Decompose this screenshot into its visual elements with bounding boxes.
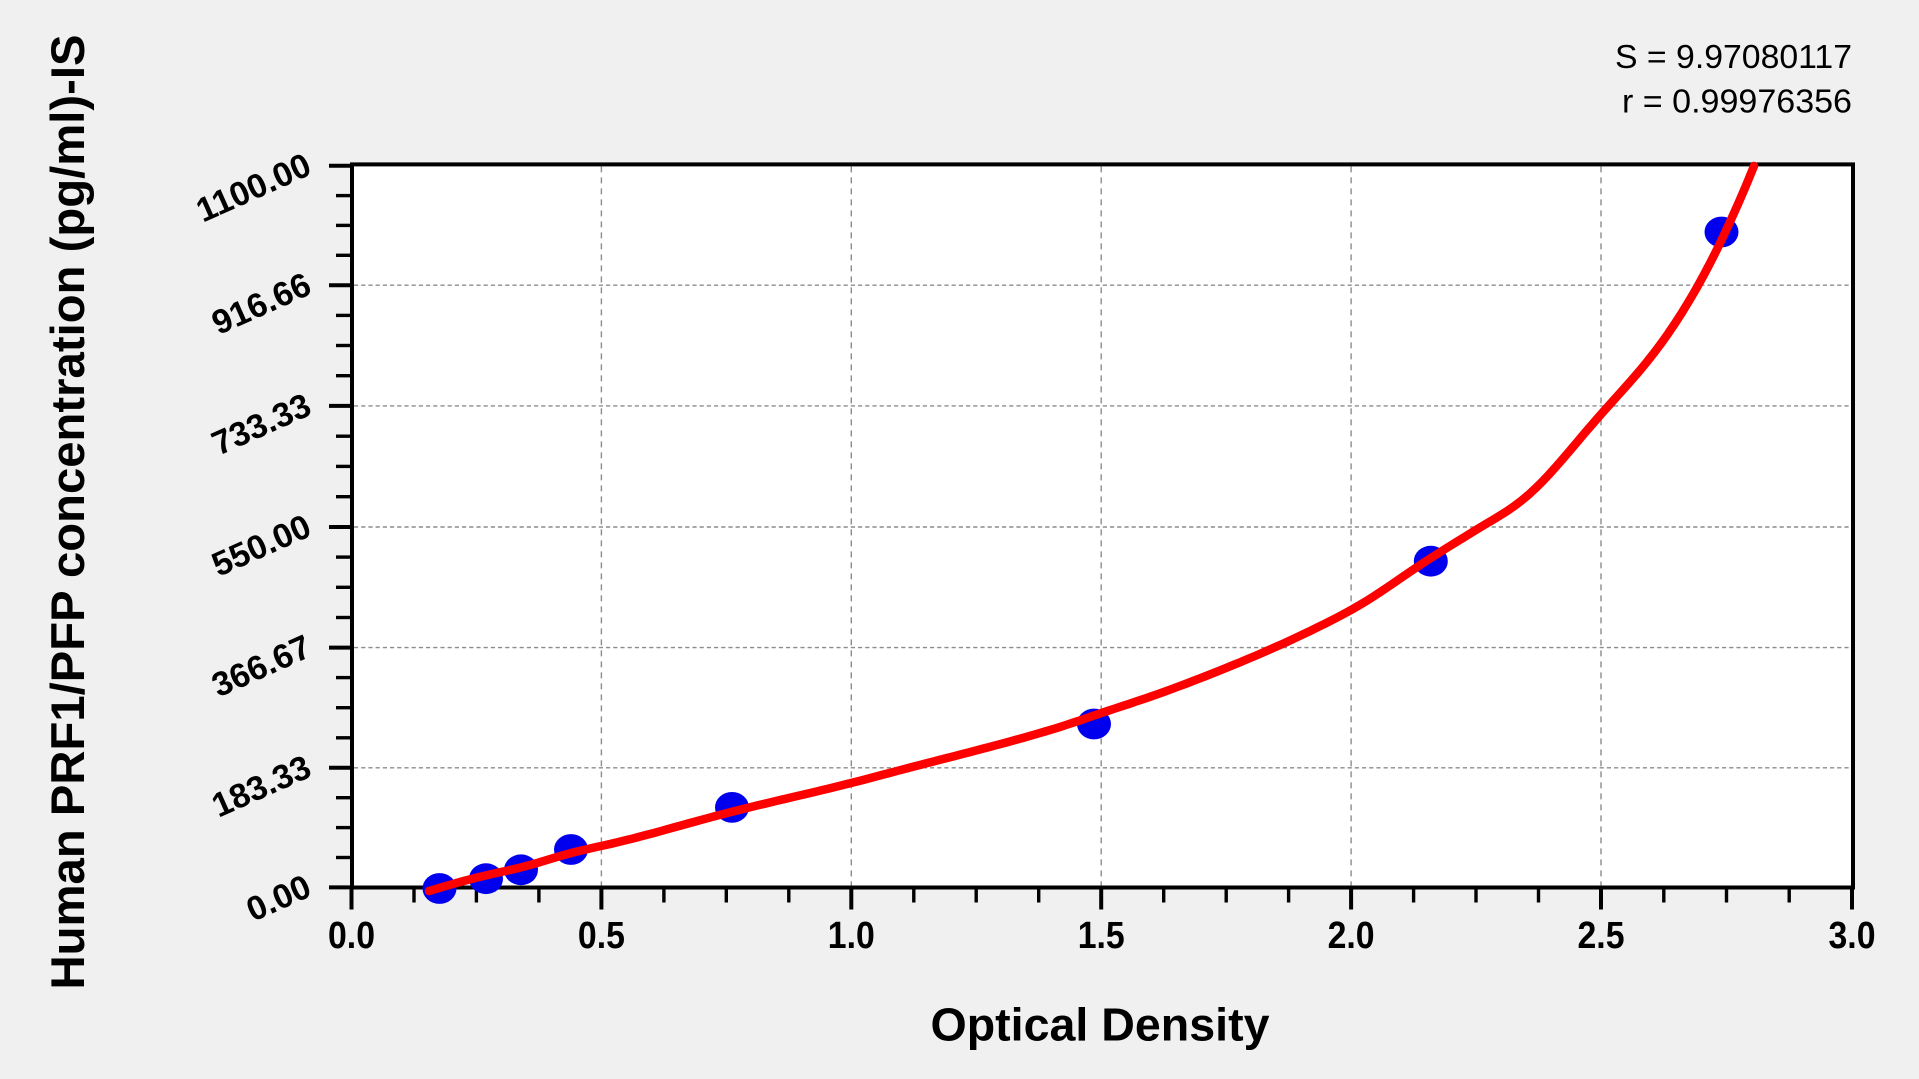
svg-text:3.0: 3.0 <box>1829 915 1876 957</box>
svg-text:2.0: 2.0 <box>1328 915 1375 957</box>
svg-text:r = 0.99976356: r = 0.99976356 <box>1622 83 1852 120</box>
svg-text:0.0: 0.0 <box>328 915 375 957</box>
svg-text:2.5: 2.5 <box>1578 915 1625 957</box>
svg-text:Human PRF1/PFP concentration (: Human PRF1/PFP concentration (pg/ml)-IS <box>41 35 94 990</box>
svg-text:S = 9.97080117: S = 9.97080117 <box>1615 38 1852 75</box>
svg-text:0.5: 0.5 <box>578 915 625 957</box>
svg-text:1.0: 1.0 <box>828 915 875 957</box>
svg-text:Optical Density: Optical Density <box>931 998 1270 1050</box>
svg-text:1.5: 1.5 <box>1078 915 1125 957</box>
